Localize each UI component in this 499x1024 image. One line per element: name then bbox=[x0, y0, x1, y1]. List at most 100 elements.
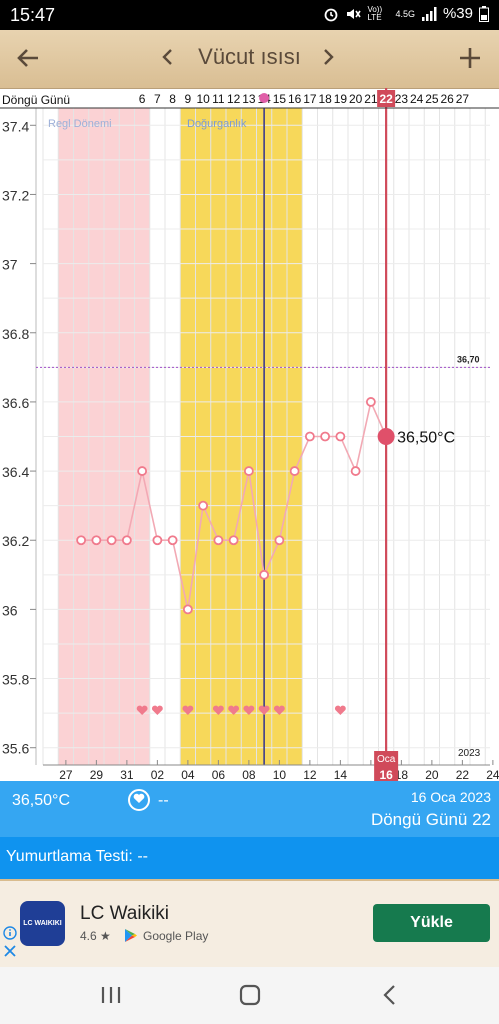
ad-store: Google Play bbox=[143, 929, 209, 943]
info-icon[interactable] bbox=[3, 926, 17, 940]
info-date: 16 Oca 2023 bbox=[410, 789, 491, 805]
battery-icon bbox=[479, 5, 489, 22]
x-tick-label: 29 bbox=[90, 768, 104, 781]
x-tick-label: 22 bbox=[456, 768, 470, 781]
cycle-day-tick: 20 bbox=[349, 92, 363, 106]
fertile-label: Doğurganlık bbox=[187, 118, 247, 130]
intercourse-heart bbox=[151, 705, 163, 715]
back-button[interactable] bbox=[8, 40, 48, 78]
next-button[interactable] bbox=[322, 43, 336, 73]
temperature-point bbox=[137, 466, 148, 476]
temperature-point bbox=[228, 535, 239, 546]
ad-banner[interactable]: LC WAIKIKI LC Waikiki 4.6 ★ Google Play … bbox=[0, 879, 499, 969]
cycle-day-tick: 8 bbox=[169, 92, 176, 106]
temperature-point bbox=[167, 535, 178, 546]
heart-toggle[interactable] bbox=[128, 789, 150, 811]
temperature-point bbox=[198, 500, 209, 511]
x-tick-label: 27 bbox=[59, 768, 73, 781]
chart-svg[interactable]: 37.4 37.2 37 36.8 36.6 36.4 36.2 36 35.8 35.6 Regl… bbox=[0, 88, 499, 782]
y-tick-label: 35.6 bbox=[2, 741, 29, 757]
intercourse-heart bbox=[136, 705, 148, 715]
mute-icon bbox=[347, 8, 362, 19]
intercourse-heart bbox=[334, 705, 346, 715]
month-label: Oca bbox=[377, 754, 396, 765]
ad-logo[interactable]: LC WAIKIKI bbox=[20, 901, 65, 946]
cycle-day-tick: 15 bbox=[273, 92, 287, 106]
x-tick-label: 04 bbox=[181, 768, 195, 781]
app-bar: Vücut ısısı bbox=[0, 30, 499, 89]
current-cycle-day-bg bbox=[377, 90, 396, 107]
info-bar[interactable]: 36,50°C -- 16 Oca 2023 Döngü Günü 22 bbox=[0, 781, 499, 837]
temperature-point bbox=[320, 431, 331, 442]
add-button[interactable] bbox=[450, 40, 490, 78]
period-label: Regl Dönemi bbox=[48, 118, 112, 130]
current-date-bg bbox=[374, 751, 399, 781]
cycle-day-tick: 13 bbox=[242, 92, 256, 106]
ad-install-button[interactable]: Yükle bbox=[373, 904, 490, 942]
arrow-left-icon bbox=[17, 49, 38, 67]
temperature-point bbox=[182, 604, 193, 615]
intercourse-heart bbox=[212, 705, 224, 715]
current-temperature-label: 36,50°C bbox=[397, 430, 455, 447]
temperature-point bbox=[76, 535, 87, 546]
google-play-icon bbox=[125, 929, 137, 942]
ad-title[interactable]: LC Waikiki bbox=[80, 903, 170, 924]
temperature-point bbox=[259, 569, 270, 580]
cycle-day-tick: 17 bbox=[303, 92, 317, 106]
x-tick-label: 12 bbox=[303, 768, 317, 781]
ad-brand-label: LC WAIKIKI bbox=[23, 920, 62, 927]
y-tick-label: 36.4 bbox=[2, 464, 29, 480]
cycle-day-tick: 22 bbox=[379, 92, 393, 106]
back-icon[interactable] bbox=[382, 984, 398, 1006]
x-tick-label: 06 bbox=[212, 768, 226, 781]
temperature-chart[interactable]: 37.4 37.2 37 36.8 36.6 36.4 36.2 36 35.8 35.6 Regl… bbox=[0, 88, 499, 782]
cycle-day-tick: 25 bbox=[425, 92, 439, 106]
cycle-day-tick: 7 bbox=[154, 92, 161, 106]
network-label: 4.5G bbox=[395, 8, 415, 19]
coverline-label: 36,70 bbox=[457, 354, 480, 364]
cycle-day-tick: 19 bbox=[334, 92, 348, 106]
close-icon[interactable] bbox=[4, 945, 16, 957]
temperature-point bbox=[243, 466, 254, 476]
cycle-day-tick: 23 bbox=[395, 92, 409, 106]
ovulation-test-label: Yumurtlama Testi: -- bbox=[6, 848, 148, 865]
y-tick-label: 36.2 bbox=[2, 533, 29, 549]
system-nav-bar bbox=[0, 967, 499, 1024]
temperature-point bbox=[365, 397, 376, 407]
intercourse-heart bbox=[228, 705, 240, 715]
y-tick-label: 36.8 bbox=[2, 326, 29, 342]
ovulation-test-bar[interactable]: Yumurtlama Testi: -- bbox=[0, 837, 499, 879]
x-tick-label: 20 bbox=[425, 768, 439, 781]
recents-icon[interactable] bbox=[100, 985, 122, 1005]
y-tick-label: 37 bbox=[2, 257, 18, 273]
y-tick-label: 37.4 bbox=[2, 118, 29, 134]
prev-button[interactable] bbox=[160, 43, 174, 73]
temperature-point bbox=[335, 431, 346, 442]
home-icon[interactable] bbox=[239, 984, 261, 1006]
ad-install-label: Yükle bbox=[410, 914, 453, 931]
cycle-day-tick: 18 bbox=[318, 92, 332, 106]
info-cycle-day: Döngü Günü 22 bbox=[370, 810, 491, 829]
temperature-point bbox=[274, 535, 285, 546]
cycle-day-tick: 11 bbox=[212, 92, 225, 106]
intercourse-heart bbox=[258, 705, 270, 715]
year-label: 2023 bbox=[458, 748, 481, 759]
x-tick-label: 10 bbox=[273, 768, 287, 781]
temperature-point bbox=[350, 466, 361, 476]
y-tick-label: 36.6 bbox=[2, 395, 29, 411]
signal-icon bbox=[421, 6, 437, 21]
y-tick-label: 37.2 bbox=[2, 187, 29, 203]
cycle-day-tick: 26 bbox=[440, 92, 454, 106]
cycle-day-tick: 21 bbox=[364, 92, 378, 106]
status-time: 15:47 bbox=[10, 5, 56, 25]
status-bar: 15:47 Vo)) LTE 4.5G %39 bbox=[0, 0, 499, 30]
heart-icon bbox=[133, 793, 145, 803]
temperature-point bbox=[121, 535, 132, 546]
page-title: Vücut ısısı bbox=[198, 44, 301, 69]
chevron-left-icon bbox=[162, 49, 172, 65]
ad-rating: 4.6 ★ bbox=[80, 929, 111, 943]
chevron-right-icon bbox=[324, 49, 334, 65]
plus-icon bbox=[460, 48, 480, 68]
heart-value: -- bbox=[158, 792, 169, 809]
alarm-icon bbox=[325, 8, 338, 21]
